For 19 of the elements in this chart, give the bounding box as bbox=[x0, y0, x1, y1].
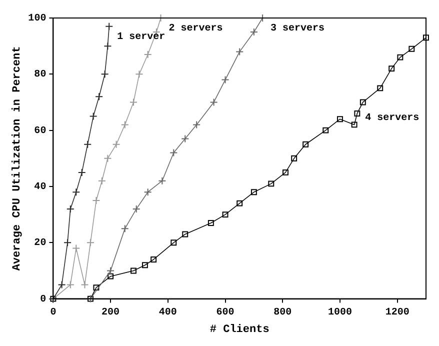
x-tick-label: 200 bbox=[102, 307, 120, 318]
y-tick-label: 80 bbox=[34, 70, 46, 81]
x-tick-label: 1200 bbox=[385, 307, 410, 318]
series-label: 4 servers bbox=[365, 112, 420, 124]
y-tick-label: 0 bbox=[40, 294, 46, 306]
y-tick-label: 20 bbox=[34, 238, 46, 250]
series-label: 3 servers bbox=[270, 24, 325, 35]
series-label: 2 servers bbox=[168, 24, 223, 35]
y-tick-label: 100 bbox=[28, 14, 46, 25]
x-tick-label: 400 bbox=[158, 307, 177, 318]
series-label: 1 server bbox=[117, 32, 166, 43]
x-tick-label: 800 bbox=[274, 307, 292, 318]
y-tick-label: 60 bbox=[34, 126, 46, 137]
x-tick-label: 1000 bbox=[328, 307, 352, 318]
y-tick-label: 40 bbox=[34, 182, 46, 193]
x-tick-label: 600 bbox=[216, 307, 234, 318]
y-axis-title: Average CPU Utilization in Percent bbox=[11, 46, 24, 271]
x-tick-label: 0 bbox=[50, 307, 56, 318]
x-axis-title: # Clients bbox=[210, 324, 270, 336]
